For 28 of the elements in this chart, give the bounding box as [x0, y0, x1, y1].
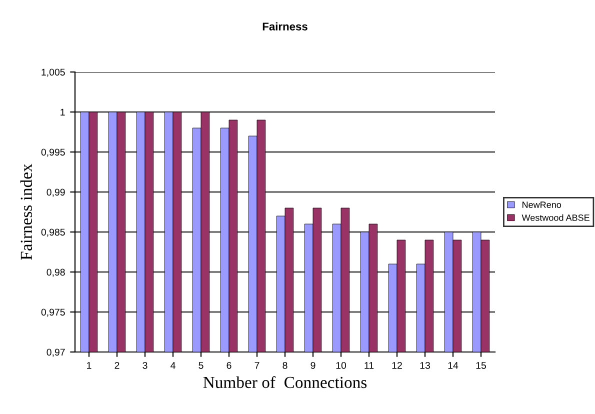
x-tick-label: 3	[142, 362, 148, 369]
legend-label: NewReno	[522, 202, 562, 208]
y-tick-label: 0,99	[46, 188, 65, 197]
y-tick-label: 0,975	[41, 308, 65, 317]
y-tick-label: 0,995	[41, 148, 65, 157]
chart-title: Fairness	[262, 22, 308, 30]
x-tick-label: 5	[198, 362, 204, 369]
x-tick-label: 7	[254, 362, 260, 369]
y-tick-label: 1,005	[42, 68, 65, 77]
y-tick-label: 0,98	[46, 268, 65, 277]
x-axis-title: Number of Connections	[203, 376, 367, 388]
legend-label: Westwood ABSE	[522, 214, 590, 221]
x-tick-label: 4	[170, 362, 176, 369]
x-tick-label: 6	[226, 362, 232, 369]
y-tick-label: 0,97	[46, 348, 65, 357]
x-tick-label: 15	[476, 362, 486, 369]
x-tick-label: 14	[448, 362, 458, 369]
y-axis-title: Fairness index	[20, 164, 32, 260]
x-tick-label: 13	[420, 362, 430, 369]
x-tick-label: 1	[87, 362, 92, 369]
x-tick-label: 2	[114, 362, 120, 369]
y-tick-label: 1	[60, 108, 65, 116]
x-tick-label: 8	[282, 362, 288, 369]
x-tick-label: 9	[310, 362, 316, 369]
y-tick-label: 0,985	[41, 228, 65, 237]
x-tick-label: 12	[392, 362, 402, 369]
x-tick-label: 10	[336, 362, 346, 369]
x-tick-label: 11	[364, 362, 374, 369]
